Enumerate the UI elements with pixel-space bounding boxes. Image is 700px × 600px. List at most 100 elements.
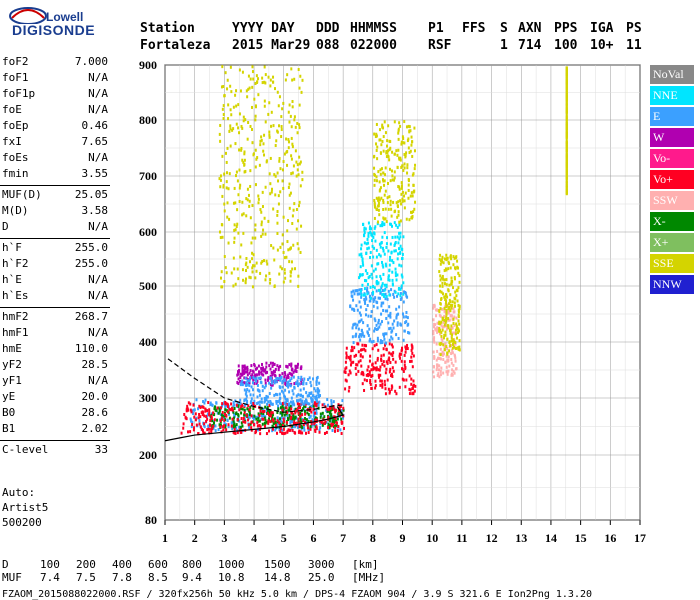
echo-point	[182, 426, 185, 430]
echo-point	[449, 303, 452, 307]
echo-point	[245, 261, 248, 265]
echo-point	[277, 179, 280, 183]
echo-point	[369, 230, 372, 234]
echo-point	[457, 315, 460, 319]
echo-point	[287, 219, 290, 223]
echo-point	[257, 197, 260, 201]
echo-point	[294, 425, 297, 429]
echo-point	[233, 406, 236, 410]
echo-point	[235, 412, 238, 416]
echo-point	[411, 154, 414, 158]
echo-point	[197, 407, 200, 411]
echo-point	[360, 293, 363, 297]
y-tick-label: 300	[139, 391, 157, 405]
echo-point	[394, 235, 397, 239]
echo-point	[390, 214, 393, 218]
echo-point	[218, 177, 221, 181]
echo-point	[378, 375, 381, 379]
y-tick-label: 80	[145, 513, 157, 527]
echo-point	[248, 204, 251, 208]
echo-point	[306, 426, 309, 430]
echo-point	[226, 410, 229, 414]
echo-point	[345, 351, 348, 355]
echo-point	[331, 405, 334, 409]
param-name: h`F	[2, 241, 22, 254]
echo-point	[220, 85, 223, 89]
echo-point	[331, 419, 334, 423]
echo-point	[298, 382, 301, 386]
echo-point	[218, 230, 221, 234]
echo-point	[243, 411, 246, 415]
echo-point	[264, 378, 267, 382]
echo-point	[439, 357, 442, 361]
echo-point	[447, 325, 450, 329]
echo-point	[332, 407, 335, 411]
echo-point	[229, 144, 232, 148]
echo-point	[208, 423, 211, 427]
x-tick-label: 15	[575, 531, 587, 545]
echo-point	[443, 306, 446, 310]
echo-point	[303, 426, 306, 430]
echo-point	[376, 222, 379, 226]
echo-point	[396, 321, 399, 325]
echo-point	[451, 346, 454, 350]
echo-point	[298, 424, 301, 428]
echo-point	[248, 371, 251, 375]
hdr-label-iga: IGA	[590, 21, 614, 36]
echo-point	[276, 248, 279, 252]
echo-point	[263, 133, 266, 137]
echo-point	[242, 160, 245, 164]
echo-point	[247, 74, 250, 78]
echo-point	[359, 265, 362, 269]
echo-point	[443, 318, 446, 322]
echo-point	[405, 378, 408, 382]
echo-point	[411, 392, 414, 396]
echo-point	[287, 428, 290, 432]
echo-point	[203, 425, 206, 429]
echo-point	[287, 418, 290, 422]
echo-point	[386, 361, 389, 365]
echo-point	[264, 381, 267, 385]
echo-point	[280, 128, 283, 132]
echo-point	[221, 154, 224, 158]
echo-point	[275, 401, 278, 405]
echo-point	[445, 311, 448, 315]
echo-point	[383, 217, 386, 221]
echo-point	[351, 307, 354, 311]
echo-point	[381, 140, 384, 144]
echo-point	[231, 406, 234, 410]
echo-point	[288, 408, 291, 412]
echo-point	[366, 368, 369, 372]
echo-point	[269, 156, 272, 160]
echo-point	[402, 137, 405, 141]
echo-point	[391, 235, 394, 239]
echo-point	[317, 387, 320, 391]
echo-point	[407, 137, 410, 141]
echo-point	[296, 168, 299, 172]
echo-point	[374, 379, 377, 383]
echo-point	[249, 169, 252, 173]
echo-point	[452, 345, 455, 349]
echo-point	[284, 431, 287, 435]
echo-point	[190, 410, 193, 414]
echo-point	[354, 366, 357, 370]
echo-point	[326, 407, 329, 411]
echo-point	[262, 413, 265, 417]
echo-point	[398, 354, 401, 358]
echo-point	[398, 263, 401, 267]
echo-point	[251, 141, 254, 145]
echo-point	[219, 423, 222, 427]
echo-point	[190, 419, 193, 423]
param-name: C-level	[2, 443, 49, 456]
echo-point	[298, 123, 301, 127]
echo-point	[259, 376, 262, 380]
echo-point	[360, 295, 363, 299]
echo-point	[409, 359, 412, 363]
echo-point	[234, 142, 237, 146]
echo-point	[381, 282, 384, 286]
echo-point	[249, 260, 252, 264]
param-name: foF1p	[2, 87, 36, 100]
echo-point	[300, 420, 303, 424]
echo-point	[382, 207, 385, 211]
echo-point	[342, 414, 345, 418]
